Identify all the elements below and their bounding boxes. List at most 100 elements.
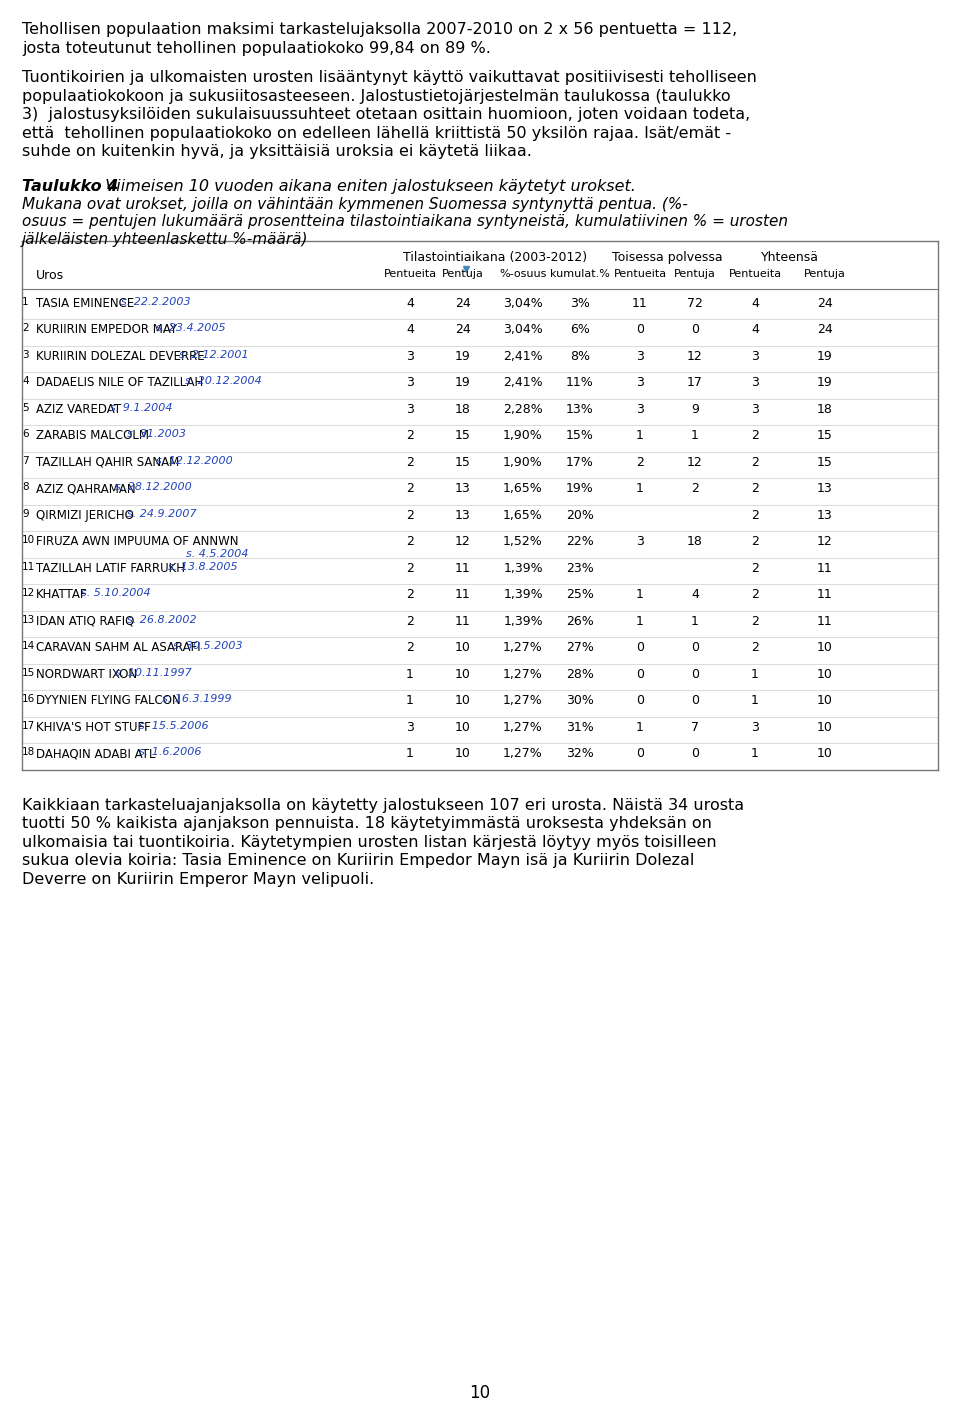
Text: 26%: 26% <box>566 614 594 628</box>
Text: 1: 1 <box>636 720 644 734</box>
Text: 3: 3 <box>751 350 759 363</box>
Text: 12: 12 <box>22 589 36 599</box>
Text: 2: 2 <box>751 641 759 654</box>
Text: 2: 2 <box>751 535 759 548</box>
Text: . Viimeisen 10 vuoden aikana eniten jalostukseen käytetyt urokset.: . Viimeisen 10 vuoden aikana eniten jalo… <box>95 179 636 195</box>
Text: s. 26.8.2002: s. 26.8.2002 <box>127 614 197 624</box>
Text: s. 10.11.1997: s. 10.11.1997 <box>115 668 192 678</box>
Text: Pentueita: Pentueita <box>383 268 437 278</box>
Text: Deverre on Kuriirin Emperor Mayn velipuoli.: Deverre on Kuriirin Emperor Mayn velipuo… <box>22 871 374 887</box>
Text: KHIVA'S HOT STUFF: KHIVA'S HOT STUFF <box>36 720 151 734</box>
Text: s. 15.5.2006: s. 15.5.2006 <box>138 720 208 731</box>
Text: KURIIRIN DOLEZAL DEVERRE: KURIIRIN DOLEZAL DEVERRE <box>36 350 204 363</box>
Text: 2: 2 <box>406 562 414 575</box>
Text: 1: 1 <box>691 429 699 442</box>
Text: ulkomaisia tai tuontikoiria. Käytetympien urosten listan kärjestä löytyy myös to: ulkomaisia tai tuontikoiria. Käytetympie… <box>22 834 716 850</box>
Text: 1,39%: 1,39% <box>503 562 542 575</box>
Text: 2: 2 <box>406 456 414 469</box>
Text: 3: 3 <box>406 350 414 363</box>
Text: 0: 0 <box>636 668 644 681</box>
Text: s. 22.2.2003: s. 22.2.2003 <box>121 297 191 306</box>
Text: 19: 19 <box>817 376 833 390</box>
Text: 7: 7 <box>691 720 699 734</box>
Text: 10: 10 <box>817 747 833 760</box>
Text: 8: 8 <box>22 483 29 493</box>
Text: 2: 2 <box>406 508 414 522</box>
Text: TASIA EMINENCE: TASIA EMINENCE <box>36 297 134 309</box>
Text: 0: 0 <box>691 695 699 707</box>
Text: 3: 3 <box>636 402 644 415</box>
Text: 0: 0 <box>636 747 644 760</box>
Text: 22%: 22% <box>566 535 594 548</box>
Text: 24: 24 <box>817 323 833 336</box>
Text: 12: 12 <box>687 350 703 363</box>
Text: 13: 13 <box>817 508 833 522</box>
Text: CARAVAN SAHM AL ASARAFI: CARAVAN SAHM AL ASARAFI <box>36 641 201 654</box>
Text: DYYNIEN FLYING FALCON: DYYNIEN FLYING FALCON <box>36 695 180 707</box>
Text: 12: 12 <box>687 456 703 469</box>
Text: 7: 7 <box>22 456 29 466</box>
Text: osuus = pentujen lukumäärä prosentteina tilastointiaikana syntyneistä, kumulatii: osuus = pentujen lukumäärä prosentteina … <box>22 215 788 229</box>
Text: 1: 1 <box>636 614 644 628</box>
Text: 31%: 31% <box>566 720 594 734</box>
Text: 1: 1 <box>406 747 414 760</box>
Text: 1,27%: 1,27% <box>503 695 542 707</box>
Text: 10: 10 <box>455 695 471 707</box>
Text: KHATTAF: KHATTAF <box>36 589 87 602</box>
Text: 2: 2 <box>751 589 759 602</box>
Text: Pentuja: Pentuja <box>674 268 716 278</box>
Text: s. 12.12.2000: s. 12.12.2000 <box>156 456 232 466</box>
Text: 10: 10 <box>455 641 471 654</box>
Text: 12: 12 <box>817 535 833 548</box>
Text: 18: 18 <box>455 402 471 415</box>
Text: 5: 5 <box>22 402 29 412</box>
Text: 0: 0 <box>691 668 699 681</box>
Text: 18: 18 <box>22 747 36 757</box>
Text: 27%: 27% <box>566 641 594 654</box>
Text: 3)  jalostusyksilöiden sukulaisuussuhteet otetaan osittain huomioon, joten voida: 3) jalostusyksilöiden sukulaisuussuhteet… <box>22 107 751 121</box>
Text: Pentueita: Pentueita <box>613 268 666 278</box>
Text: että  tehollinen populaatiokoko on edelleen lähellä kriittistä 50 yksilön rajaa.: että tehollinen populaatiokoko on edelle… <box>22 126 732 141</box>
Text: 10: 10 <box>817 641 833 654</box>
Text: 0: 0 <box>691 323 699 336</box>
Text: 1,65%: 1,65% <box>503 508 542 522</box>
Text: 1: 1 <box>751 747 759 760</box>
Text: 13: 13 <box>455 508 470 522</box>
Text: 1: 1 <box>636 483 644 496</box>
Text: Pentuja: Pentuja <box>442 268 484 278</box>
Text: 32%: 32% <box>566 747 594 760</box>
Text: sukua olevia koiria: Tasia Eminence on Kuriirin Empedor Mayn isä ja Kuriirin Dol: sukua olevia koiria: Tasia Eminence on K… <box>22 853 694 868</box>
Text: 10: 10 <box>817 668 833 681</box>
Text: 24: 24 <box>455 323 470 336</box>
Text: 0: 0 <box>636 695 644 707</box>
Text: s. 5.10.2004: s. 5.10.2004 <box>81 589 150 599</box>
Text: 10: 10 <box>817 720 833 734</box>
Text: 11: 11 <box>632 297 648 309</box>
Text: 11: 11 <box>22 562 36 572</box>
Text: 1: 1 <box>636 589 644 602</box>
Text: s. 30.5.2003: s. 30.5.2003 <box>174 641 243 651</box>
Text: 8%: 8% <box>570 350 590 363</box>
Text: 11: 11 <box>455 589 470 602</box>
Text: 3: 3 <box>406 376 414 390</box>
Text: s. 31.2003: s. 31.2003 <box>127 429 186 439</box>
Text: 10: 10 <box>469 1384 491 1402</box>
Text: populaatiokokoon ja sukusiitosasteeseen. Jalostustietojärjestelmän taulukossa (t: populaatiokokoon ja sukusiitosasteeseen.… <box>22 89 731 103</box>
Text: 6: 6 <box>22 429 29 439</box>
Text: 0: 0 <box>636 641 644 654</box>
Text: 4: 4 <box>751 323 759 336</box>
Text: 15: 15 <box>817 429 833 442</box>
Text: 3: 3 <box>22 350 29 360</box>
Text: 16: 16 <box>22 695 36 705</box>
Text: 3: 3 <box>406 720 414 734</box>
Text: 13: 13 <box>817 483 833 496</box>
Text: Tehollisen populaation maksimi tarkastelujaksolla 2007-2010 on 2 x 56 pentuetta : Tehollisen populaation maksimi tarkastel… <box>22 23 737 37</box>
Text: 2: 2 <box>406 614 414 628</box>
Text: 2: 2 <box>406 429 414 442</box>
Text: 20%: 20% <box>566 508 594 522</box>
Text: s. 16.3.1999: s. 16.3.1999 <box>162 695 231 705</box>
Text: 10: 10 <box>22 535 36 545</box>
Text: 1,52%: 1,52% <box>503 535 542 548</box>
Text: s. 20.12.2004: s. 20.12.2004 <box>185 376 262 387</box>
Text: 3: 3 <box>751 376 759 390</box>
